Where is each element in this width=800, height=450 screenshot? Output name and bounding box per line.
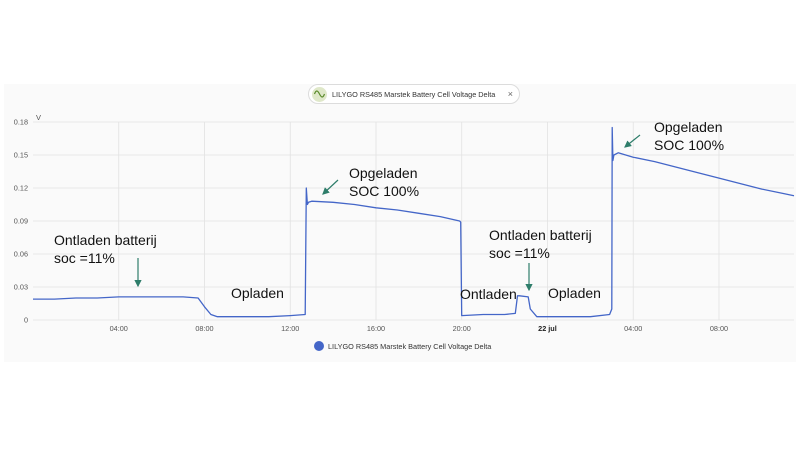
annotation-discharged-2: Ontladen batterij soc =11% [489, 227, 592, 261]
x-tick-labels: 04:00 08:00 12:00 16:00 20:00 22 jul 04:00 08:0… [110, 324, 728, 333]
legend-chip-label: LILYGO RS485 Marstek Battery Cell Voltag… [332, 89, 496, 99]
x-tick-label: 22 jul [538, 324, 557, 333]
sine-wave-icon [312, 86, 327, 102]
arrow-charged-2 [624, 134, 641, 148]
y-tick-label: 0.15 [14, 151, 28, 160]
y-axis-unit: V [36, 113, 41, 122]
x-tick-label: 16:00 [367, 324, 385, 333]
close-icon[interactable]: × [507, 88, 513, 99]
legend-label: LILYGO RS485 Marstek Battery Cell Voltag… [328, 341, 492, 351]
y-tick-label: 0.09 [14, 217, 28, 226]
series-line-cell-voltage-delta [33, 126, 795, 318]
y-tick-label: 0.12 [14, 184, 28, 193]
y-tick-label: 0.06 [14, 250, 28, 259]
annotation-charged-1: Opgeladen SOC 100% [349, 165, 420, 199]
x-tick-label: 08:00 [710, 324, 728, 333]
annotation-charging-2: Opladen [548, 285, 601, 301]
y-tick-labels: 0 0.03 0.06 0.09 0.12 0.15 0.18 [14, 118, 28, 325]
y-tick-label: 0.18 [14, 118, 28, 127]
y-tick-label: 0.03 [14, 283, 28, 292]
x-tick-label: 04:00 [110, 324, 128, 333]
arrow-charged-1 [322, 179, 339, 195]
grid-lines [33, 121, 794, 321]
annotation-charged-2: Opgeladen SOC 100% [654, 119, 725, 153]
y-tick-label: 0 [24, 316, 28, 325]
annotation-charging-1: Opladen [231, 285, 284, 301]
legend-swatch [314, 341, 324, 351]
annotation-discharged-1: Ontladen batterij soc =11% [54, 232, 157, 266]
annotation-arrows [134, 134, 641, 292]
x-tick-label: 20:00 [453, 324, 471, 333]
chart-card [4, 84, 796, 362]
chart-legend[interactable]: LILYGO RS485 Marstek Battery Cell Voltag… [314, 341, 491, 351]
annotation-discharging: Ontladen [460, 286, 517, 302]
x-tick-label: 12:00 [281, 324, 299, 333]
x-tick-label: 04:00 [624, 324, 642, 333]
legend-chip[interactable]: LILYGO RS485 Marstek Battery Cell Voltag… [308, 84, 520, 104]
x-tick-label: 08:00 [195, 324, 213, 333]
